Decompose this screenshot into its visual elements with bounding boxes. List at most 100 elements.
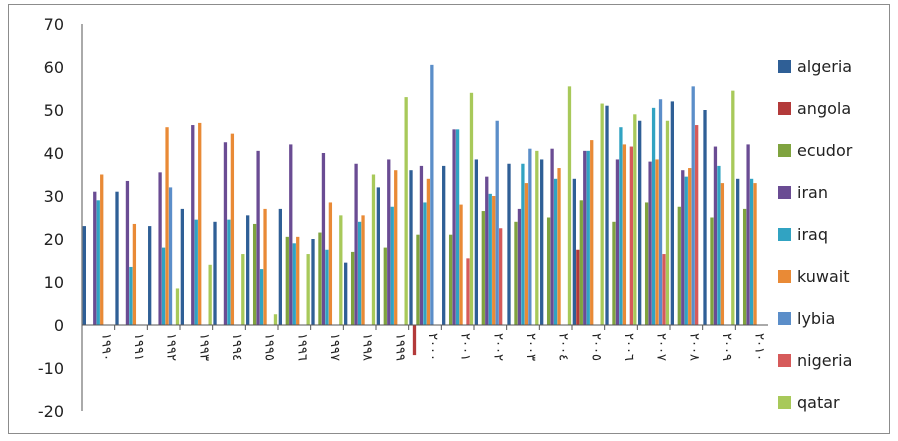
legend-label-ecudor: ecudor [797, 141, 853, 160]
bar-kuwait [622, 144, 627, 325]
bar-algeria [605, 105, 609, 325]
bar-algeria [540, 159, 544, 325]
legend-swatch-lybia [778, 312, 791, 325]
bar-iran [387, 159, 391, 325]
bar-iran [93, 191, 97, 325]
bar-algeria [278, 208, 282, 325]
legend-label-qatar: qatar [797, 393, 840, 412]
bar-angola [412, 325, 417, 356]
bar-algeria [148, 226, 152, 325]
bar-angola [576, 249, 580, 325]
bar-qatar [175, 288, 180, 325]
bar-iraq [586, 150, 590, 325]
legend-label-algeria: algeria [797, 57, 852, 76]
bar-algeria [409, 170, 413, 325]
legend-label-iraq: iraq [797, 225, 828, 244]
bar-iran [419, 165, 424, 325]
bar-algeria [115, 191, 119, 325]
bar-kuwait [361, 215, 365, 325]
x-tick-label: ٢٠١٠ [752, 333, 767, 361]
bar-nigeria [695, 125, 699, 325]
bar-ecudor [710, 217, 714, 325]
bar-iraq [488, 193, 492, 325]
bar-algeria [246, 215, 250, 325]
bar-algeria [736, 178, 740, 325]
bar-iraq [390, 206, 394, 325]
bar-nigeria [466, 258, 470, 325]
x-tick-label: ١٩٩٢ [164, 333, 179, 361]
bar-lybia [691, 86, 695, 325]
bar-ecudor [644, 202, 649, 325]
bar-iraq [129, 266, 133, 325]
bar-kuwait [394, 170, 398, 325]
bar-iraq [325, 249, 329, 325]
bar-kuwait [688, 168, 692, 325]
bar-algeria [670, 101, 674, 326]
bar-iran [550, 148, 554, 325]
bar-algeria [82, 226, 86, 325]
bar-kuwait [328, 202, 333, 325]
bar-kuwait [263, 208, 267, 325]
bar-ecudor [677, 206, 681, 325]
bar-iran [583, 150, 587, 325]
bar-ecudor [318, 232, 322, 325]
y-tick-label: 0 [54, 316, 64, 335]
bar-iran [517, 208, 522, 325]
bar-iraq [357, 221, 362, 325]
legend-label-kuwait: kuwait [797, 267, 850, 286]
bar-iran [681, 170, 685, 325]
bar-iraq [227, 219, 231, 325]
bar-kuwait [100, 174, 104, 325]
bar-lybia [658, 99, 663, 325]
bar-kuwait [230, 133, 235, 325]
legend-swatch-ecudor [778, 144, 791, 157]
bar-ecudor [416, 234, 420, 325]
y-tick-label: 10 [44, 273, 64, 292]
bar-iran [452, 129, 456, 325]
bar-kuwait [753, 183, 757, 325]
y-tick-label: 30 [44, 187, 64, 206]
x-tick-label: ١٩٩٠ [98, 333, 113, 361]
bar-qatar [371, 174, 376, 325]
legend-swatch-qatar [778, 396, 791, 409]
legend-label-lybia: lybia [797, 309, 835, 328]
bar-algeria [344, 262, 348, 325]
bar-nigeria [499, 228, 503, 325]
bar-algeria [507, 163, 511, 325]
bar-kuwait [492, 196, 496, 325]
bar-iran [321, 153, 326, 325]
bar-lybia [528, 148, 532, 325]
bar-iraq [96, 200, 100, 325]
bar-nigeria [662, 254, 666, 325]
bar-algeria [703, 110, 707, 325]
bar-qatar [273, 314, 278, 325]
y-tick-label: 70 [44, 15, 64, 34]
x-tick-label: ٢٠٠٦ [621, 333, 636, 361]
bar-ecudor [383, 247, 387, 325]
bar-kuwait [720, 183, 725, 325]
bar-qatar [535, 150, 539, 325]
bar-ecudor [579, 200, 583, 325]
bar-qatar [731, 90, 735, 326]
x-tick-label: ٢٠٠٣ [523, 333, 538, 361]
bar-iran [191, 125, 195, 325]
bar-iran [289, 144, 293, 325]
bar-nigeria [629, 146, 633, 325]
bar-iran [746, 144, 750, 325]
x-tick-label: ١٩٩١ [131, 333, 146, 361]
bar-qatar [633, 114, 637, 325]
bar-iraq [292, 243, 296, 325]
bar-kuwait [296, 236, 300, 325]
bar-ecudor [285, 236, 289, 325]
x-tick-label: ١٩٩٤ [229, 333, 244, 361]
bar-lybia [495, 120, 499, 325]
legend-swatch-algeria [778, 60, 791, 73]
bar-iraq [684, 176, 688, 325]
x-tick-label: ٢٠٠٥ [588, 333, 603, 361]
legend-swatch-iran [778, 186, 791, 199]
axes [81, 24, 768, 411]
bar-algeria [213, 221, 217, 325]
bar-lybia [168, 187, 173, 325]
bar-kuwait [590, 140, 594, 325]
